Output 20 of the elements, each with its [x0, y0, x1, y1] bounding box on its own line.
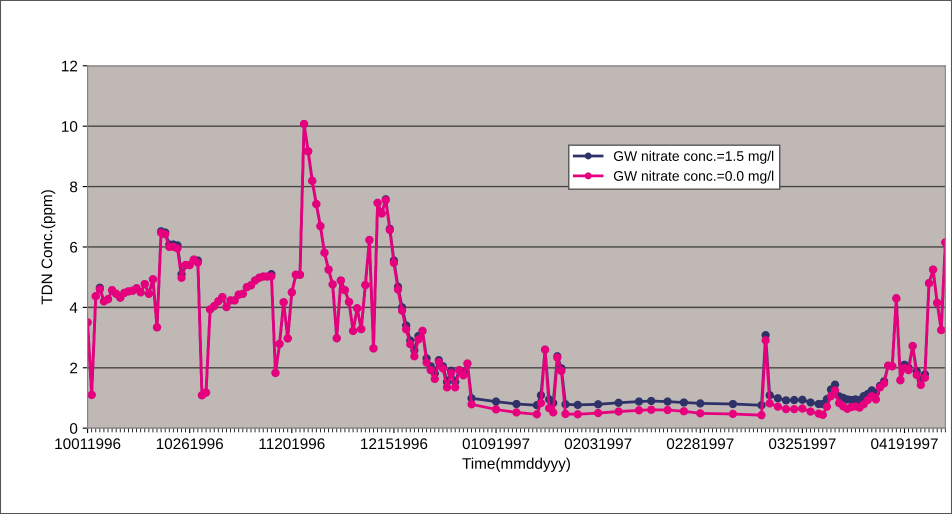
y-tick-label: 6 — [70, 242, 78, 253]
x-tick-label: 02281997 — [666, 438, 734, 450]
legend-label: GW nitrate conc.=0.0 mg/l — [614, 170, 774, 184]
x-tick-label: 03251997 — [768, 438, 836, 450]
y-tick-label: 4 — [70, 302, 78, 313]
x-tick-label: 02031997 — [564, 438, 632, 450]
y-tick-label: 0 — [70, 423, 78, 434]
y-tick-label: 8 — [70, 181, 78, 192]
x-axis-title: Time(mmddyyy) — [462, 458, 570, 472]
legend-label: GW nitrate conc.=1.5 mg/l — [614, 150, 774, 164]
y-axis-title: TDN Conc.(ppm) — [41, 190, 56, 304]
x-tick-label: 10011996 — [55, 438, 120, 450]
x-tick-label: 01091997 — [462, 438, 530, 450]
x-tick-label: 11201996 — [260, 438, 325, 450]
x-tick-label: 04191997 — [871, 438, 938, 450]
x-tick-label: 10261996 — [156, 438, 224, 450]
y-tick-label: 10 — [62, 121, 78, 132]
x-tick-label: 12151996 — [361, 438, 428, 450]
y-tick-label: 2 — [70, 362, 78, 374]
y-tick-label: 12 — [62, 60, 78, 72]
